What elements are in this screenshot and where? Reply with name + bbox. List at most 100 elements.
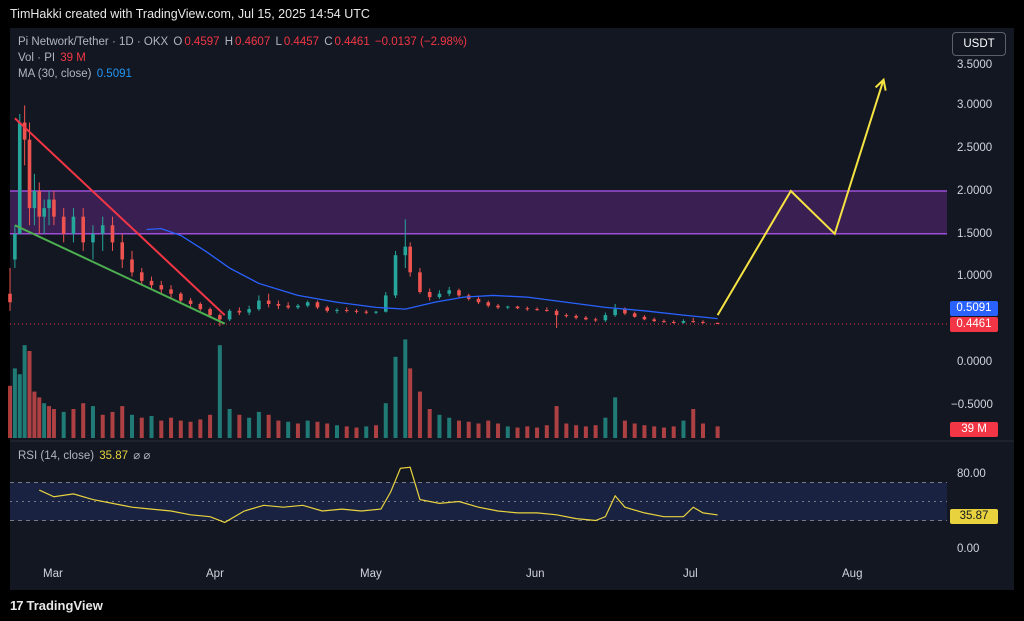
candle-body: [393, 255, 398, 296]
time-tick: May: [360, 568, 382, 580]
rsi-value: 35.87: [99, 450, 129, 462]
volume-bar: [447, 417, 452, 438]
volume-label: Vol · PI: [18, 52, 56, 64]
volume-bar: [139, 417, 144, 438]
tradingview-logo[interactable]: 17 TradingView: [10, 598, 103, 613]
rsi-legend[interactable]: RSI (14, close) 35.87 ⌀ ⌀: [18, 448, 152, 462]
footer: 17 TradingView: [0, 590, 1024, 621]
candle-body: [139, 272, 144, 281]
candle-body: [81, 216, 86, 243]
candle-body: [632, 313, 637, 317]
candle-body: [286, 305, 290, 308]
volume-bar: [276, 420, 281, 438]
high-value: 0.4607: [235, 36, 271, 48]
candle-body: [344, 309, 349, 311]
volume-bar: [593, 425, 598, 438]
high-label: H: [224, 36, 234, 48]
time-tick: Mar: [43, 568, 63, 580]
low-value: 0.4457: [283, 36, 320, 48]
candle-body: [22, 122, 27, 140]
candle-body: [554, 310, 559, 316]
tradingview-brand: TradingView: [26, 598, 103, 613]
volume-bar: [237, 414, 242, 438]
candle-body: [613, 309, 617, 316]
volume-bar: [525, 426, 530, 438]
change-value: −0.0137 (−2.98%): [374, 36, 468, 48]
volume-bar: [476, 423, 481, 438]
candle-body: [642, 316, 647, 320]
volume-bar: [486, 420, 491, 438]
candle-body: [715, 322, 720, 324]
rsi-settings-icon[interactable]: ⌀ ⌀: [133, 450, 151, 462]
volume-bar: [22, 345, 27, 438]
candle-body: [100, 225, 105, 234]
volume-bar: [564, 423, 569, 438]
candle-body: [437, 293, 442, 298]
candle-body: [37, 191, 42, 217]
volume-bar: [325, 423, 330, 438]
price-tick: −0.5000: [951, 399, 993, 411]
volume-bar: [354, 427, 359, 438]
volume-bar: [286, 421, 291, 438]
time-tick: Apr: [206, 568, 224, 580]
volume-bar: [90, 406, 95, 438]
candle-body: [17, 122, 22, 234]
rsi-line: [39, 466, 718, 524]
volume-bar: [169, 417, 174, 438]
volume-bar: [8, 385, 12, 438]
currency-button[interactable]: USDT: [952, 32, 1006, 56]
projection-arrowhead: [874, 77, 887, 91]
volume-bar: [81, 403, 86, 438]
candle-body: [603, 315, 608, 321]
candle-body: [652, 319, 656, 322]
candle-body: [257, 300, 261, 310]
tradingview-logo-icon: 17: [10, 598, 24, 613]
candle-body: [403, 246, 408, 256]
candle-body: [701, 321, 705, 323]
candle-body: [305, 302, 310, 306]
ma-legend[interactable]: MA (30, close) 0.5091: [18, 68, 134, 80]
candle-body: [52, 199, 56, 217]
rsi-tick: 0.00: [957, 543, 980, 555]
volume-bar: [315, 421, 320, 438]
candle-body: [574, 315, 578, 318]
volume-bar: [256, 411, 261, 438]
volume-bar: [110, 411, 115, 438]
resistance-zone: [10, 191, 947, 234]
volume-bar: [217, 345, 222, 438]
wedge-bottom-trendline: [14, 224, 226, 325]
candle-body: [325, 307, 330, 311]
volume-bar: [266, 414, 271, 438]
candle-body: [130, 259, 134, 273]
volume-bar: [417, 391, 422, 438]
volume-bar: [544, 425, 549, 438]
volume-bar: [515, 427, 520, 438]
volume-bar: [100, 414, 105, 438]
volume-bar: [671, 426, 676, 438]
close-price-tag: 0.4461: [950, 317, 998, 332]
price-tick: 3.0000: [957, 99, 993, 111]
candle-body: [27, 139, 32, 209]
volume-bar: [334, 425, 339, 438]
candle-body: [179, 293, 183, 301]
volume-bar: [437, 414, 442, 438]
volume-bar: [427, 409, 432, 438]
candle-body: [593, 319, 598, 321]
candle-body: [623, 309, 627, 314]
rsi-tag: 35.87: [950, 509, 998, 524]
candle-body: [671, 321, 676, 323]
price-tick: 3.5000: [957, 59, 993, 71]
volume-bar: [700, 423, 705, 438]
volume-bar: [364, 426, 369, 438]
symbol-name[interactable]: Pi Network/Tether · 1D · OKX: [18, 36, 169, 48]
volume-legend[interactable]: Vol · PI 39 M: [18, 52, 88, 64]
candle-body: [535, 309, 539, 311]
volume-bar: [583, 426, 588, 438]
candle-body: [276, 303, 281, 306]
volume-bar: [661, 427, 666, 438]
volume-bar: [393, 356, 398, 438]
volume-bar: [120, 406, 125, 438]
candle-body: [47, 199, 51, 209]
volume-bar: [456, 420, 461, 438]
